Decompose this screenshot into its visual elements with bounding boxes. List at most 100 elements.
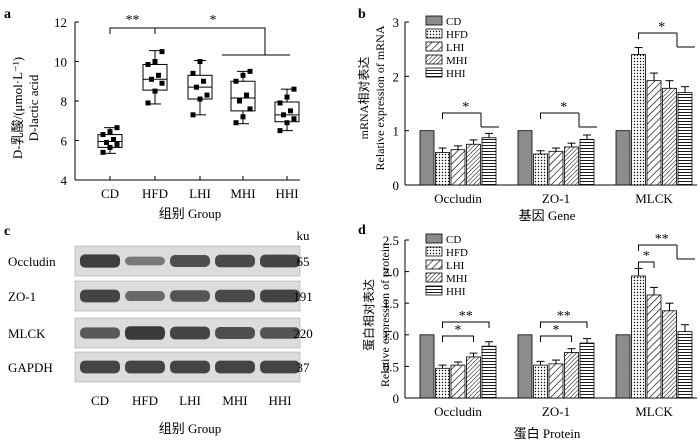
panel-d-sig-bracket	[638, 261, 655, 268]
panel-a-point	[204, 92, 210, 98]
panel-d-legend-label: CD	[446, 234, 461, 246]
panel-a-point	[291, 86, 297, 92]
panel-a-point	[111, 137, 116, 143]
panel-a-point	[284, 120, 290, 126]
panel-b-y-tick-label: 3	[393, 15, 400, 30]
panel-d-bar-lhi	[646, 294, 662, 399]
blot-band	[215, 327, 255, 339]
panel-a-sig-bracket-1	[109, 27, 156, 34]
panel-b-x-tick-label: MLCK	[635, 191, 673, 206]
panel-a-x-tick-label: HHI	[275, 186, 298, 201]
panel-d-y-tick-label: 0.5	[383, 359, 399, 374]
blot-row-label: ZO-1	[8, 289, 36, 304]
panel-a-point	[281, 112, 286, 118]
blot-band	[260, 254, 300, 268]
panel-d-sig-bracket	[540, 321, 588, 328]
panel-b-bar-lhi	[646, 80, 662, 186]
panel-d-bar-mhi	[564, 352, 579, 399]
panel-a-point	[145, 61, 151, 67]
panel-b-sig-bracket	[540, 112, 597, 128]
panel-d-bar-cd	[517, 334, 533, 399]
panel-d-sig-mark: *	[455, 323, 462, 338]
panel-d-sig-mark: **	[655, 232, 669, 247]
panel-d-bar-lhi	[450, 364, 466, 399]
panel-d-sig-mark: *	[643, 249, 650, 264]
panel-b-bar-hfd	[435, 151, 450, 186]
blot-size-label: 191	[293, 289, 313, 304]
panel-b-sig-bracket	[638, 32, 695, 48]
panel-b-legend-swatch-hfd	[425, 28, 443, 39]
panel-a-point	[159, 80, 165, 86]
panel-a-point	[197, 96, 203, 102]
panel-a-y-tick-label: 4	[61, 173, 68, 188]
blot-band	[260, 360, 300, 374]
panel-b-sig-mark: *	[560, 100, 567, 115]
panel-d-bar-hhi	[579, 342, 595, 399]
panel-d-xlabel: 蛋白 Protein	[514, 426, 581, 441]
panel-d-sig-bracket	[540, 335, 572, 342]
panel-b-y-tick-label: 1	[393, 124, 400, 139]
panel-a-point	[156, 72, 161, 78]
blot-band	[125, 326, 165, 340]
panel-a-point	[247, 106, 253, 112]
panel-c-western-blot: c ku 组别 Group Occludin 65 ZO-1 191 MLCK 220 GA…	[4, 224, 313, 436]
panel-b-y-tick-label: 2	[393, 69, 400, 84]
blot-band	[80, 327, 120, 339]
panel-b-legend-swatch-hhi	[425, 67, 443, 78]
panel-a-point	[159, 49, 165, 55]
panel-d-x-tick-label: ZO-1	[542, 404, 570, 419]
panel-b-x-tick-label: Occludin	[434, 191, 482, 206]
panel-d-legend-swatch-hhi	[425, 285, 443, 296]
panel-a-point	[114, 141, 120, 147]
panel-a-letter: a	[4, 7, 11, 22]
panel-d-bar-mhi	[466, 356, 481, 399]
panel-a-point	[100, 149, 106, 155]
panel-b-bar-hfd	[533, 153, 548, 186]
blot-band	[215, 360, 255, 374]
panel-a-point	[244, 92, 249, 98]
blot-band	[125, 360, 165, 374]
panel-a-x-tick-label: HFD	[142, 186, 168, 201]
panel-d-x-tick-label: MLCK	[635, 404, 673, 419]
panel-d-legend-label: MHI	[446, 273, 468, 285]
blot-row-label: MLCK	[8, 326, 46, 341]
blot-size-label: 220	[293, 326, 313, 341]
panel-d-legend-swatch-cd	[425, 233, 443, 244]
panel-b-bar-hhi	[677, 92, 693, 186]
panel-a-point	[277, 128, 283, 134]
panel-a-ylabel: D-乳酸/(μmol·L⁻¹)	[10, 57, 25, 159]
panel-b-bar-lhi	[450, 149, 466, 186]
panel-d-bar-cd	[615, 334, 631, 399]
panel-d-sig-mark: *	[553, 323, 560, 338]
panel-b-bar-hfd	[631, 54, 646, 186]
panel-a-point	[149, 76, 154, 82]
panel-b-legend-label: MHI	[446, 55, 468, 67]
blot-band	[170, 290, 210, 302]
panel-a-x-tick-label: LHI	[189, 186, 211, 201]
panel-a-point	[240, 72, 246, 78]
panel-a-point	[104, 139, 109, 145]
panel-d-bar-hfd	[533, 364, 548, 399]
panel-b-ylabel2: Relative expression of mRNA	[373, 25, 387, 170]
panel-a-point	[277, 100, 283, 106]
blot-band	[80, 289, 120, 303]
panel-a-point	[107, 129, 113, 135]
panel-d-ylabel2: Relative expression of protein	[378, 243, 392, 387]
blot-row-label: GAPDH	[8, 360, 53, 375]
panel-b-bar-cd	[615, 130, 631, 186]
panel-d-legend-swatch-lhi	[425, 259, 443, 270]
panel-d-ylabel: 蛋白相对表达	[361, 279, 376, 351]
panel-d-sig-bracket	[442, 321, 490, 328]
panel-a-point	[291, 116, 297, 122]
panel-d-y-tick-label: 0	[393, 391, 400, 406]
blot-band	[80, 254, 120, 268]
panel-d-bar-hfd	[631, 275, 646, 399]
panel-b-y-tick-label: 0	[393, 178, 400, 193]
panel-d-bar-hhi	[481, 345, 497, 399]
panel-d-bar-chart: d 蛋白相对表达 Relative expression of protein …	[358, 223, 697, 441]
panel-a-point	[197, 59, 203, 64]
panel-b-bar-mhi	[564, 146, 579, 186]
panel-a-point	[190, 70, 196, 76]
panel-a-y-tick-label: 8	[61, 94, 68, 109]
